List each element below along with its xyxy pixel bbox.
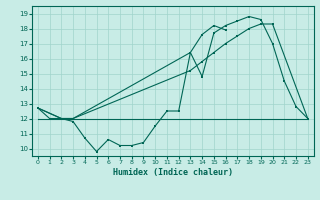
X-axis label: Humidex (Indice chaleur): Humidex (Indice chaleur)	[113, 168, 233, 177]
